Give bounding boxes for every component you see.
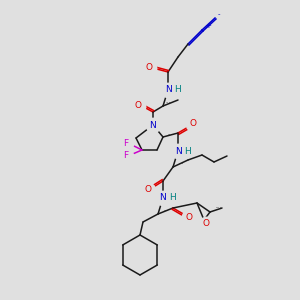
Text: -: - xyxy=(218,11,220,17)
Text: N: N xyxy=(160,194,167,202)
Text: ····: ···· xyxy=(215,206,221,211)
Text: ···: ··· xyxy=(167,133,172,137)
Text: H: H xyxy=(174,85,181,94)
Text: +: + xyxy=(205,23,211,29)
Text: O: O xyxy=(185,212,193,221)
Text: H: H xyxy=(184,146,191,155)
Text: F: F xyxy=(123,139,129,148)
Text: O: O xyxy=(146,64,152,73)
Text: O: O xyxy=(202,220,209,229)
Text: ···: ··· xyxy=(178,161,183,166)
Text: ···: ··· xyxy=(163,208,168,214)
Text: F: F xyxy=(123,152,129,160)
Text: O: O xyxy=(134,101,142,110)
Text: N: N xyxy=(150,121,156,130)
Text: N: N xyxy=(165,85,171,94)
Text: H: H xyxy=(169,194,176,202)
Text: N: N xyxy=(175,146,182,155)
Text: O: O xyxy=(145,185,152,194)
Text: O: O xyxy=(190,119,196,128)
Text: ····: ···· xyxy=(166,100,172,106)
